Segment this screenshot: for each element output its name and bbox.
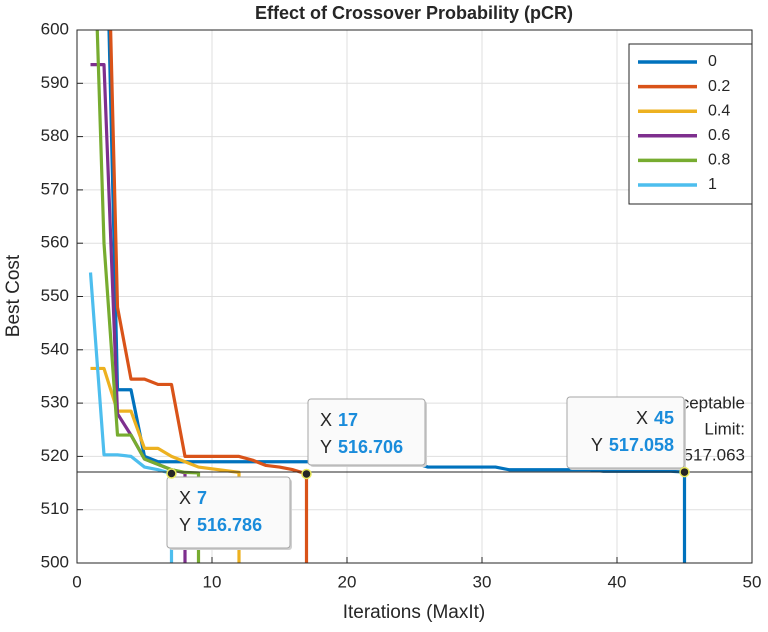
series-line xyxy=(90,366,241,563)
reference-value: 517.063 xyxy=(684,445,745,464)
x-tick-label: 0 xyxy=(72,572,81,591)
datatip-axis: X xyxy=(179,488,191,508)
y-tick-label: 560 xyxy=(41,233,69,252)
y-tick-label: 520 xyxy=(41,446,69,465)
datatip-marker xyxy=(679,466,690,478)
datatip-axis: Y xyxy=(179,515,191,535)
y-tick-label: 600 xyxy=(41,19,69,38)
series-line xyxy=(95,30,201,563)
legend-label: 0.8 xyxy=(708,152,730,169)
datatip-axis: Y xyxy=(320,437,332,457)
x-axis-label: Iterations (MaxIt) xyxy=(343,602,486,623)
datatip: X 45 Y 517.058 xyxy=(566,396,690,478)
datatip-axis: X xyxy=(636,408,648,428)
series-line xyxy=(109,30,309,563)
chart-title: Effect of Crossover Probability (pCR) xyxy=(255,3,573,23)
datatip-marker xyxy=(166,468,177,479)
datatip-text: Y 516.786 xyxy=(179,515,262,535)
legend: 0 0.2 0.4 0.6 0.8 1 xyxy=(628,43,753,205)
datatip-box xyxy=(566,396,685,469)
reference-label: Limit: xyxy=(704,419,745,438)
datatip-value: 516.706 xyxy=(338,437,403,457)
x-tick-label: 50 xyxy=(743,572,762,591)
y-tick-label: 540 xyxy=(41,339,69,358)
x-tick-label: 30 xyxy=(473,572,492,591)
datatip-box xyxy=(307,398,426,466)
datatip-text: Y 517.058 xyxy=(591,435,674,455)
datatip-marker xyxy=(301,468,312,480)
x-tick-label: 10 xyxy=(203,572,222,591)
y-tick-label: 530 xyxy=(41,393,69,412)
y-tick-label: 570 xyxy=(41,179,69,198)
datatip-value: 7 xyxy=(197,488,207,508)
legend-label: 0 xyxy=(708,53,717,70)
datatip-axis: X xyxy=(320,410,332,430)
datatip-text: X 17 xyxy=(320,410,358,430)
y-axis-label: Best Cost xyxy=(3,254,24,337)
datatip-value: 517.058 xyxy=(609,435,674,455)
datatip-value: 516.786 xyxy=(197,515,262,535)
y-tick-label: 550 xyxy=(41,286,69,305)
x-tick-label: 20 xyxy=(338,572,357,591)
datatip: X 17 Y 516.706 xyxy=(301,398,427,480)
datatip-value: 17 xyxy=(338,410,358,430)
x-tick-label: 40 xyxy=(608,572,627,591)
datatip-box xyxy=(166,476,291,549)
legend-label: 0.2 xyxy=(708,78,730,95)
legend-label: 1 xyxy=(708,176,717,193)
datatip-axis: Y xyxy=(591,435,603,455)
datatip-text: Y 516.706 xyxy=(320,437,403,457)
datatip-value: 45 xyxy=(654,408,674,428)
legend-label: 0.6 xyxy=(708,127,730,144)
y-tick-label: 590 xyxy=(41,73,69,92)
datatip-text: X 45 xyxy=(636,408,674,428)
datatip: X 7Y 516.786 xyxy=(166,468,292,550)
legend-box xyxy=(628,43,753,205)
y-tick-label: 500 xyxy=(41,552,69,571)
y-tick-label: 580 xyxy=(41,126,69,145)
legend-label: 0.4 xyxy=(708,102,730,119)
y-tick-label: 510 xyxy=(41,499,69,518)
